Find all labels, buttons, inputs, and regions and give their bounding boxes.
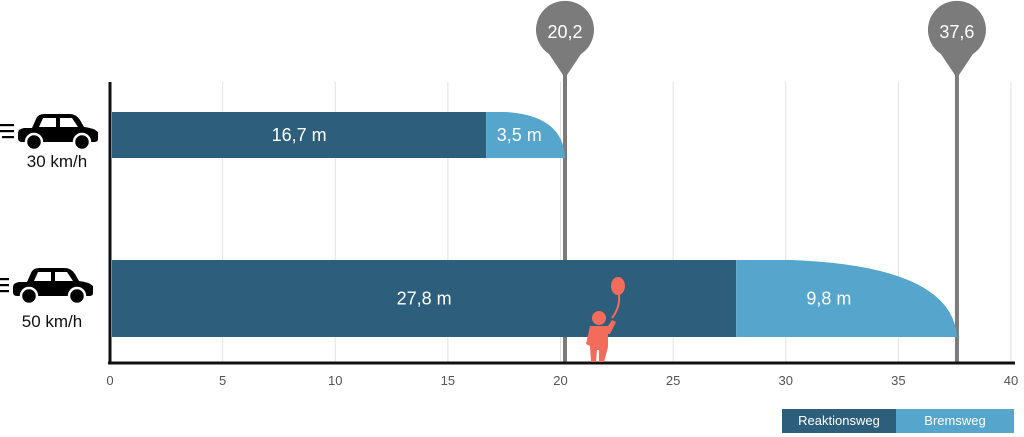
- bar-bremsweg: [736, 260, 957, 337]
- x-tick-label: 25: [666, 373, 680, 388]
- car-icon: [0, 266, 95, 306]
- bar-label-reaktionsweg: 16,7 m: [272, 125, 327, 145]
- stop-marker-pin: [927, 0, 986, 78]
- bar-bremsweg: [486, 112, 566, 158]
- car-icon: [0, 112, 100, 152]
- stop-marker-label: 37,6: [939, 22, 974, 42]
- category-label-50: 50 km/h: [22, 312, 82, 331]
- x-tick-label: 35: [891, 373, 905, 388]
- bars: [112, 112, 957, 337]
- x-tick-labels: 0 5 10 15 20 25 30 35 40: [106, 373, 1018, 388]
- stop-marker-label: 20,2: [547, 22, 582, 42]
- x-tick-label: 40: [1004, 373, 1018, 388]
- legend-item-reaktionsweg: Reaktionsweg: [782, 409, 896, 433]
- x-tick-label: 0: [106, 373, 113, 388]
- bar-reaktionsweg: [112, 260, 737, 337]
- child-with-balloon-icon: [586, 277, 625, 362]
- bar-label-bremsweg: 3,5 m: [497, 125, 542, 145]
- x-tick-label: 5: [219, 373, 226, 388]
- stop-marker-pin: [536, 0, 595, 78]
- category-label-30: 30 km/h: [27, 152, 87, 171]
- x-tick-label: 20: [553, 373, 567, 388]
- x-tick-label: 30: [779, 373, 793, 388]
- x-tick-label: 10: [328, 373, 342, 388]
- bar-label-bremsweg: 9,8 m: [806, 289, 851, 309]
- stop-marker-pins: 20,2 37,6: [536, 0, 986, 78]
- bar-label-reaktionsweg: 27,8 m: [397, 289, 452, 309]
- bar-reaktionsweg: [112, 112, 487, 158]
- legend: Reaktionsweg Bremsweg: [782, 409, 1014, 433]
- legend-item-bremsweg: Bremsweg: [896, 409, 1014, 433]
- bar-labels: 16,7 m 3,5 m 27,8 m 9,8 m: [272, 125, 852, 309]
- x-tick-label: 15: [441, 373, 455, 388]
